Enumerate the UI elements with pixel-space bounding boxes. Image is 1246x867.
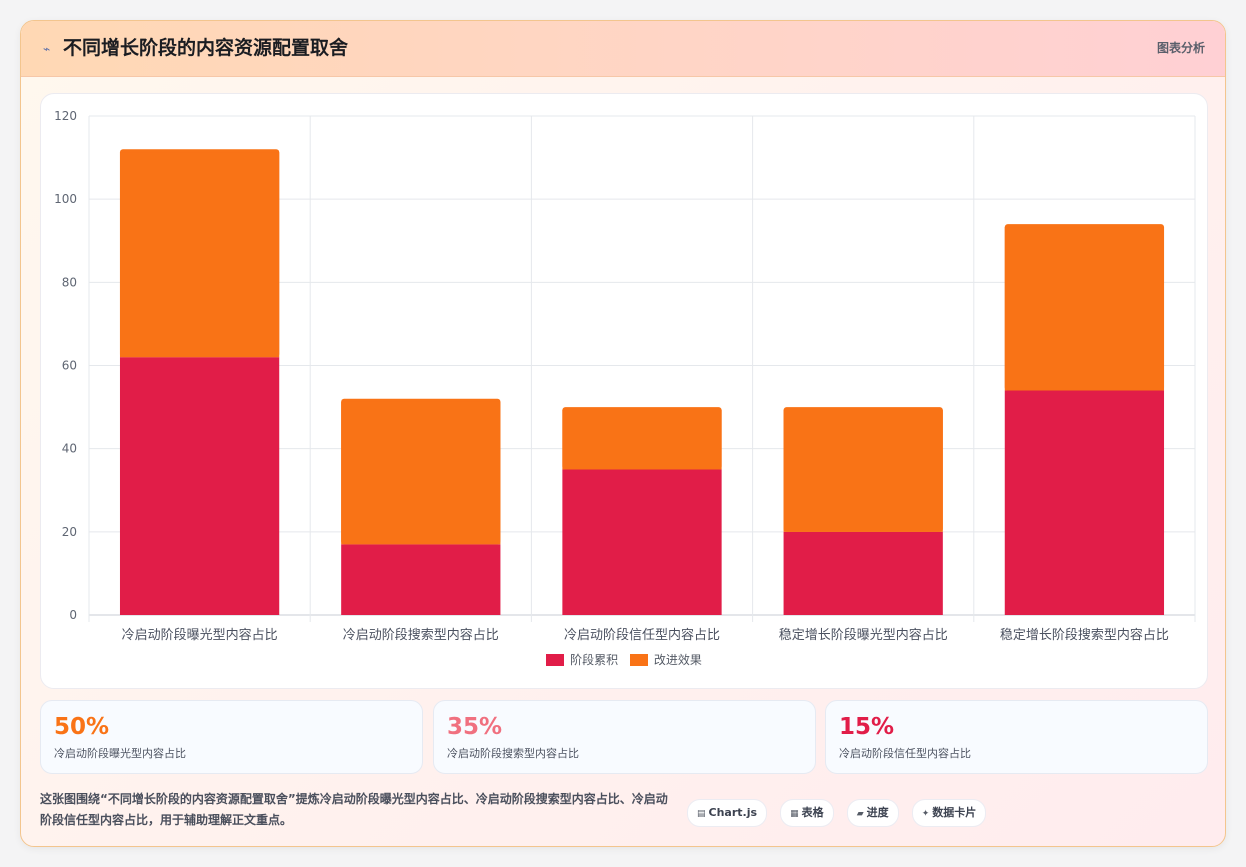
x-tick-label: 冷启动阶段搜索型内容占比 [343, 627, 499, 643]
stat-value: 35% [447, 714, 503, 740]
stat-label: 冷启动阶段搜索型内容占比 [447, 747, 579, 760]
chart-card: ⌁ 不同增长阶段的内容资源配置取舍 图表分析 0 20 40 60 80 100 120 冷启… [20, 20, 1226, 847]
y-tick-label: 80 [62, 275, 77, 289]
bar-segment [341, 544, 501, 615]
stat-label: 冷启动阶段曝光型内容占比 [54, 747, 186, 760]
bar-segment [783, 531, 943, 615]
chart-legend: 阶段累积 改进效果 [41, 651, 1207, 668]
sparkle-icon: ✦ [921, 809, 930, 819]
tag-chartjs[interactable]: ▤ Chart.js [687, 799, 768, 827]
y-tick-label: 120 [54, 109, 77, 123]
legend-item-series-1[interactable]: 阶段累积 [546, 651, 618, 668]
x-tick-label: 稳定增长阶段搜索型内容占比 [1000, 627, 1169, 643]
x-tick-label: 冷启动阶段信任型内容占比 [564, 627, 720, 643]
tag-data-card[interactable]: ✦ 数据卡片 [911, 799, 987, 827]
stat-value: 15% [839, 714, 895, 740]
progress-icon: ▰ [856, 809, 864, 819]
tag-label: 进度 [866, 806, 889, 819]
tag-label: Chart.js [708, 806, 758, 819]
legend-item-series-2[interactable]: 改进效果 [629, 651, 702, 668]
tag-list: ▤ Chart.js ▦ 表格 ▰ 进度 ✦ 数据卡片 [687, 799, 994, 827]
bar-segment [562, 469, 722, 615]
legend-label: 改进效果 [653, 653, 702, 667]
tag-table[interactable]: ▦ 表格 [780, 799, 834, 827]
chart-title: 不同增长阶段的内容资源配置取舍 [63, 37, 349, 59]
chart-panel: 0 20 40 60 80 100 120 冷启动阶段曝光型内容占比 冷启动阶段搜索型内容占比 冷… [40, 93, 1208, 689]
chart-icon: ▤ [697, 809, 706, 819]
card-header: ⌁ 不同增长阶段的内容资源配置取舍 图表分析 [21, 21, 1225, 77]
x-tick-label: 冷启动阶段曝光型内容占比 [122, 627, 278, 643]
stat-card: 50% 冷启动阶段曝光型内容占比 [40, 700, 423, 774]
bar-segment [783, 410, 943, 532]
y-tick-label: 100 [54, 192, 77, 206]
legend-swatch [546, 654, 565, 666]
chart-description: 这张图围绕“不同增长阶段的内容资源配置取舍”提炼冷启动阶段曝光型内容占比、冷启动… [40, 792, 668, 827]
y-tick-label: 40 [62, 442, 77, 456]
stat-card: 15% 冷启动阶段信任型内容占比 [825, 700, 1208, 774]
bar-segment [1004, 227, 1165, 391]
bar-segment [119, 152, 280, 358]
table-icon: ▦ [790, 809, 799, 819]
y-tick-label: 20 [62, 525, 77, 539]
y-tick-label: 0 [69, 608, 77, 622]
legend-label: 阶段累积 [570, 653, 619, 667]
tag-label: 表格 [801, 806, 824, 819]
stacked-bar-chart: 0 20 40 60 80 100 120 冷启动阶段曝光型内容占比 冷启动阶段搜索型内容占比 冷… [54, 109, 1196, 643]
stat-label: 冷启动阶段信任型内容占比 [839, 747, 971, 760]
bar-segment [341, 401, 501, 545]
legend-swatch [629, 654, 648, 666]
chart-analysis-label: 图表分析 [1156, 41, 1205, 55]
chart-line-icon: ⌁ [43, 42, 51, 56]
tag-label: 数据卡片 [932, 806, 977, 819]
y-tick-label: 60 [62, 359, 77, 373]
bar-segment [562, 410, 722, 470]
bar-segment [1004, 390, 1165, 615]
stat-value: 50% [54, 714, 110, 740]
tag-progress[interactable]: ▰ 进度 [846, 799, 899, 827]
stat-card: 35% 冷启动阶段搜索型内容占比 [433, 700, 816, 774]
bar-segment [119, 357, 280, 615]
x-tick-label: 稳定增长阶段曝光型内容占比 [779, 627, 948, 643]
